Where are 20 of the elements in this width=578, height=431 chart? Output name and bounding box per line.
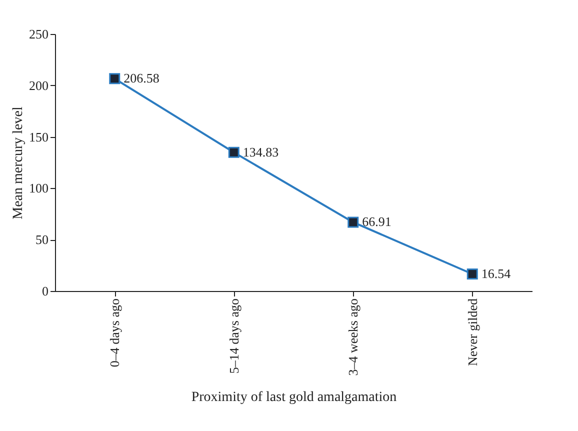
data-label: 134.83: [242, 144, 279, 160]
point: [228, 146, 240, 158]
y-tick-label: 50: [36, 232, 48, 248]
x-tick-label: 5–14 days ago: [226, 298, 242, 374]
point: [466, 268, 478, 280]
data-label: 66.91: [362, 214, 392, 230]
data-label: 16.54: [481, 266, 512, 281]
point: [109, 73, 120, 84]
y-tick-label: 0: [42, 284, 48, 298]
y-axis-title: Mean mercury level: [11, 106, 26, 220]
x-tick-label: Never gilded: [464, 298, 480, 366]
y-tick-label: 250: [29, 26, 48, 42]
y-tick-label: 150: [29, 129, 48, 144]
data-label: 206.58: [124, 70, 160, 86]
y-tick-label: 100: [29, 180, 48, 196]
x-axis-title: Proximity of last gold amalgamation: [191, 390, 397, 405]
point: [348, 216, 359, 228]
y-tick-label: 200: [29, 78, 48, 93]
x-tick-label: 3–4 weeks ago: [346, 298, 361, 376]
x-tick-label: 0–4 days ago: [107, 298, 122, 368]
